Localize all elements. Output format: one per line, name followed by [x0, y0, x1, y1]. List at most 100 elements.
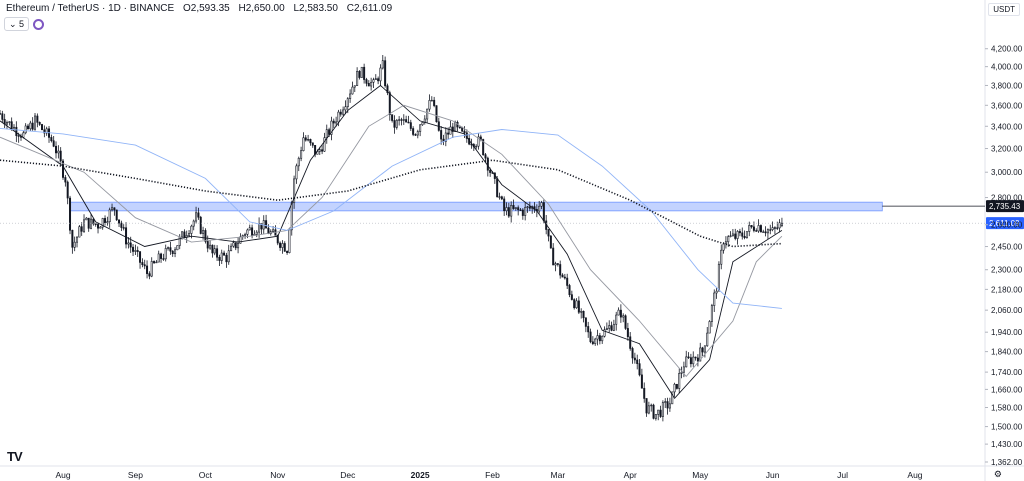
candle-body — [706, 332, 709, 347]
candle-body — [391, 114, 394, 121]
candle-body — [428, 100, 431, 110]
candle-body — [255, 231, 258, 235]
candle-body — [143, 264, 146, 267]
candle-body — [426, 108, 429, 120]
candle-body — [1, 113, 4, 120]
candle-body — [748, 225, 751, 232]
candle-body — [246, 229, 249, 235]
candle-body — [610, 325, 613, 331]
last-price-label: 2,611.09 — [989, 219, 1020, 228]
candle-body — [304, 137, 307, 141]
candle-body — [601, 335, 604, 342]
candle-body — [192, 220, 195, 227]
candle-body — [626, 328, 629, 338]
currency-button[interactable]: USDT — [988, 3, 1020, 16]
time-tick-label: Jun — [766, 470, 780, 480]
price-tick-label: 3,800.00 — [991, 81, 1023, 90]
settings-gear-icon[interactable]: ⚙ — [993, 469, 1002, 479]
candle-body — [155, 261, 158, 264]
candle-body — [780, 222, 783, 226]
indicators-collapse-button[interactable]: ⌄ 5 — [4, 17, 30, 31]
candle-body — [351, 86, 354, 95]
candle-body — [645, 398, 648, 414]
candle-body — [141, 262, 144, 266]
candle-body — [776, 227, 779, 229]
candle-body — [335, 121, 338, 124]
candle-body — [430, 99, 433, 102]
candle-body — [297, 157, 300, 167]
candle-body — [757, 225, 760, 232]
indicator-icon[interactable] — [33, 18, 45, 30]
candle-body — [666, 401, 669, 409]
price-tick-label: 4,000.00 — [991, 63, 1023, 72]
candle-body — [521, 209, 524, 216]
indicators-toggle[interactable]: ⌄ 5 — [4, 17, 45, 31]
candle-body — [38, 122, 41, 125]
candle-body — [171, 250, 174, 255]
candle-body — [475, 145, 478, 148]
candle-body — [661, 402, 664, 417]
candle-body — [218, 256, 221, 261]
candle-body — [703, 345, 706, 353]
candle-body — [549, 235, 552, 249]
indicator-count: 5 — [19, 19, 25, 29]
candle-body — [594, 338, 597, 344]
candle-body — [379, 67, 382, 82]
candle-body — [573, 299, 576, 309]
candle-body — [435, 105, 438, 123]
candle-body — [507, 207, 510, 217]
candle-body — [421, 122, 424, 126]
candle-body — [615, 314, 618, 325]
candle-body — [708, 321, 711, 334]
candle-body — [664, 401, 667, 403]
candle-body — [633, 357, 636, 361]
candle-body — [477, 136, 480, 147]
price-tick-label: 1,740.00 — [991, 368, 1023, 377]
low-label: L — [293, 3, 299, 14]
candle-body — [134, 250, 137, 252]
candle-body — [139, 251, 142, 263]
candle-body — [680, 371, 683, 374]
candle-body — [566, 277, 569, 286]
moving-average-1 — [0, 84, 783, 400]
candle-body — [554, 263, 557, 266]
tradingview-logo[interactable]: TV — [7, 449, 23, 464]
candle-body — [83, 219, 86, 232]
candle-body — [619, 309, 622, 318]
candle-body — [412, 128, 415, 135]
price-tick-label: 3,000.00 — [991, 168, 1023, 177]
candle-body — [272, 229, 275, 232]
open-value: 2,593.35 — [190, 3, 230, 14]
candle-body — [167, 247, 170, 249]
close-value: 2,611.09 — [353, 3, 393, 14]
candle-body — [398, 119, 401, 121]
candle-body — [596, 335, 599, 340]
candle-body — [328, 129, 331, 135]
candle-body — [15, 126, 18, 136]
candle-body — [129, 242, 132, 248]
candle-body — [764, 231, 767, 234]
candle-body — [64, 177, 67, 183]
price-tick-label: 1,840.00 — [991, 348, 1023, 357]
candle-body — [160, 253, 163, 259]
candle-body — [563, 276, 566, 279]
candle-body — [393, 120, 396, 128]
candle-body — [321, 149, 324, 152]
candle-body — [164, 248, 167, 260]
time-tick-label: Apr — [624, 470, 637, 480]
chart-legend: Ethereum / TetherUS · 1D · BINANCE O2,59… — [6, 3, 392, 14]
candle-body — [337, 111, 340, 123]
candle-body — [547, 229, 550, 237]
price-tick-label: 2,450.00 — [991, 243, 1023, 252]
time-tick-label: Aug — [55, 470, 70, 480]
candle-body — [358, 71, 361, 78]
candle-body — [675, 383, 678, 389]
candle-body — [120, 222, 123, 228]
symbol-title: Ethereum / TetherUS · 1D · BINANCE — [6, 3, 175, 14]
candle-body — [650, 404, 653, 407]
candle-body — [374, 78, 377, 81]
candle-body — [444, 132, 447, 142]
candle-body — [498, 196, 501, 198]
